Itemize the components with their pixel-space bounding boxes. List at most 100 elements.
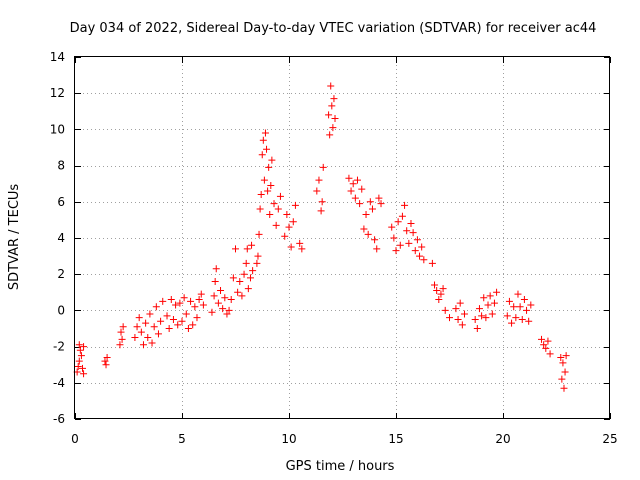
data-point [221,294,229,302]
data-point [375,194,383,202]
data-point [560,384,568,392]
data-point [460,310,468,318]
data-point [356,200,364,208]
data-point [253,259,261,267]
data-point [493,288,501,296]
data-point [377,200,385,208]
x-tick-label: 15 [388,432,403,446]
data-point [325,111,333,119]
data-point [458,321,466,329]
data-point [505,297,513,305]
data-point [313,187,321,195]
data-point [520,296,528,304]
data-point [260,176,268,184]
data-point [329,124,337,132]
data-point [512,314,520,322]
data-point [78,364,86,372]
data-point [331,115,339,123]
data-point [227,296,235,304]
data-point [373,245,381,253]
data-point [544,337,552,345]
data-point [347,187,355,195]
data-point [189,321,197,329]
data-point [360,225,368,233]
data-point [394,218,402,226]
data-point [225,306,233,314]
data-point [148,339,156,347]
data-point [392,247,400,255]
data-point [538,335,546,343]
data-point [454,315,462,323]
data-point [401,201,409,209]
y-tick-label: 2 [57,267,65,281]
data-point [558,375,566,383]
data-point [240,270,248,278]
data-point [184,325,192,332]
y-tick-label: 4 [57,231,65,245]
data-point [76,346,84,354]
data-point [137,328,145,336]
data-point [74,363,82,371]
data-point [456,299,464,307]
data-point [142,319,150,327]
data-point [540,341,548,349]
data-point [478,312,486,320]
data-point [229,274,237,282]
data-point [482,314,490,322]
data-point [257,191,265,199]
x-tick-label: 0 [71,432,79,446]
data-point [289,218,297,226]
data-point [159,297,167,305]
data-point [298,245,306,253]
data-point [172,301,180,309]
data-point [371,236,379,244]
data-point [349,180,357,188]
data-point [236,277,244,285]
data-point [152,303,160,311]
data-point [353,176,361,184]
data-point [167,296,175,304]
data-point [212,265,220,273]
data-point [435,296,443,304]
data-point [285,223,293,231]
data-point [473,325,481,332]
data-point [398,212,406,220]
data-point [557,353,565,361]
data-point [516,303,524,311]
data-point [244,285,252,293]
data-point [243,245,251,253]
data-point [362,210,370,218]
data-point [264,187,272,195]
data-point [542,344,550,352]
data-point [281,232,289,240]
data-point [330,95,338,103]
y-tick-label: 10 [50,122,65,136]
data-point [208,308,216,316]
data-point [514,290,522,298]
data-point [452,305,460,313]
data-point [345,174,353,182]
data-point [117,328,125,336]
data-point [102,361,110,369]
y-tick-label: -6 [53,412,65,426]
data-point [133,323,141,331]
data-point [169,315,177,323]
data-point [315,176,323,184]
data-point [139,341,147,349]
data-point [439,285,447,293]
data-point [510,303,518,311]
data-point [437,290,445,298]
data-point [407,220,415,228]
grid [75,57,611,420]
data-point [249,267,257,275]
data-point [508,319,516,327]
data-point [328,102,336,110]
data-point [176,299,184,307]
data-point [255,230,263,238]
data-point [364,230,372,238]
data-point [523,306,531,314]
data-point [214,299,222,307]
x-tick-label: 5 [178,432,186,446]
y-tick-labels: -6 -4 -2 0 2 4 6 8 10 12 14 [50,50,65,426]
data-point [256,205,264,213]
